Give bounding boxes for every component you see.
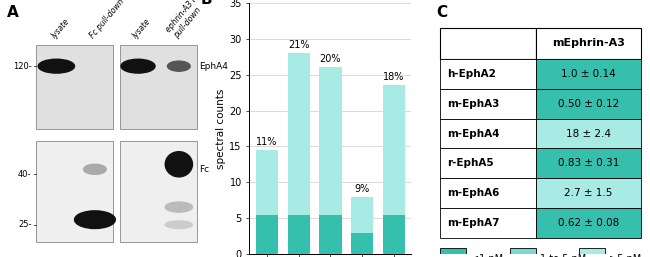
- Bar: [536, 148, 642, 178]
- Bar: [120, 45, 197, 128]
- Text: 40-: 40-: [18, 170, 31, 179]
- Text: lysate: lysate: [131, 17, 153, 40]
- Bar: [441, 28, 536, 59]
- Ellipse shape: [84, 164, 107, 174]
- Bar: [536, 59, 642, 89]
- Bar: [351, 197, 373, 233]
- Text: A: A: [6, 5, 18, 20]
- Text: Fc: Fc: [200, 165, 209, 174]
- Text: Fc pull-down: Fc pull-down: [88, 0, 126, 40]
- Bar: [441, 208, 536, 237]
- Ellipse shape: [75, 211, 115, 228]
- Text: 25-: 25-: [18, 220, 31, 229]
- Text: 20%: 20%: [320, 54, 341, 65]
- Text: m-EphA3: m-EphA3: [447, 99, 499, 109]
- Text: 120-: 120-: [13, 62, 31, 71]
- Bar: [120, 141, 197, 242]
- Bar: [536, 119, 642, 148]
- Text: 21%: 21%: [288, 40, 309, 50]
- Bar: [319, 215, 341, 254]
- Ellipse shape: [165, 221, 192, 228]
- Ellipse shape: [165, 152, 192, 177]
- Bar: [383, 215, 405, 254]
- Bar: [255, 215, 278, 254]
- Bar: [441, 89, 536, 119]
- Ellipse shape: [38, 59, 75, 73]
- Text: EphA4: EphA4: [200, 62, 228, 71]
- Bar: [441, 248, 467, 257]
- Text: B: B: [201, 0, 213, 7]
- Text: ephrin-A3 Fc
pull-down: ephrin-A3 Fc pull-down: [164, 0, 210, 40]
- Ellipse shape: [121, 59, 155, 73]
- Text: h-EphA2: h-EphA2: [447, 69, 496, 79]
- Text: m-EphA6: m-EphA6: [447, 188, 499, 198]
- Bar: [319, 67, 341, 215]
- Bar: [441, 119, 536, 148]
- Bar: [36, 141, 113, 242]
- Text: m-EphA4: m-EphA4: [447, 128, 499, 139]
- Bar: [536, 178, 642, 208]
- Text: C: C: [436, 5, 447, 20]
- Text: >5 nM: >5 nM: [609, 254, 641, 257]
- Bar: [255, 150, 278, 215]
- Text: 9%: 9%: [354, 184, 370, 194]
- Bar: [441, 148, 536, 178]
- Y-axis label: spectral counts: spectral counts: [216, 88, 226, 169]
- Text: 0.62 ± 0.08: 0.62 ± 0.08: [558, 218, 619, 228]
- Text: 18%: 18%: [384, 72, 404, 82]
- Bar: [287, 53, 310, 215]
- Text: 11%: 11%: [256, 137, 278, 147]
- Bar: [441, 178, 536, 208]
- Bar: [536, 28, 642, 59]
- Bar: [536, 89, 642, 119]
- Bar: [383, 85, 405, 215]
- Ellipse shape: [168, 61, 190, 71]
- Text: 0.50 ± 0.12: 0.50 ± 0.12: [558, 99, 619, 109]
- Text: 18 ± 2.4: 18 ± 2.4: [566, 128, 611, 139]
- Bar: [578, 248, 604, 257]
- Bar: [351, 233, 373, 254]
- Text: 1.0 ± 0.14: 1.0 ± 0.14: [561, 69, 616, 79]
- Text: m-EphA7: m-EphA7: [447, 218, 499, 228]
- Text: 2.7 ± 1.5: 2.7 ± 1.5: [564, 188, 612, 198]
- Text: mEphrin-A3: mEphrin-A3: [552, 39, 625, 49]
- Text: 1 to 5 nM: 1 to 5 nM: [540, 254, 586, 257]
- Bar: [36, 45, 113, 128]
- Bar: [510, 248, 536, 257]
- Text: r-EphA5: r-EphA5: [447, 158, 493, 168]
- Bar: [287, 215, 310, 254]
- Text: <1 nM: <1 nM: [471, 254, 503, 257]
- Ellipse shape: [165, 202, 192, 212]
- Bar: [441, 59, 536, 89]
- Text: 0.83 ± 0.31: 0.83 ± 0.31: [558, 158, 619, 168]
- Text: lysate: lysate: [49, 17, 72, 40]
- Bar: [536, 208, 642, 237]
